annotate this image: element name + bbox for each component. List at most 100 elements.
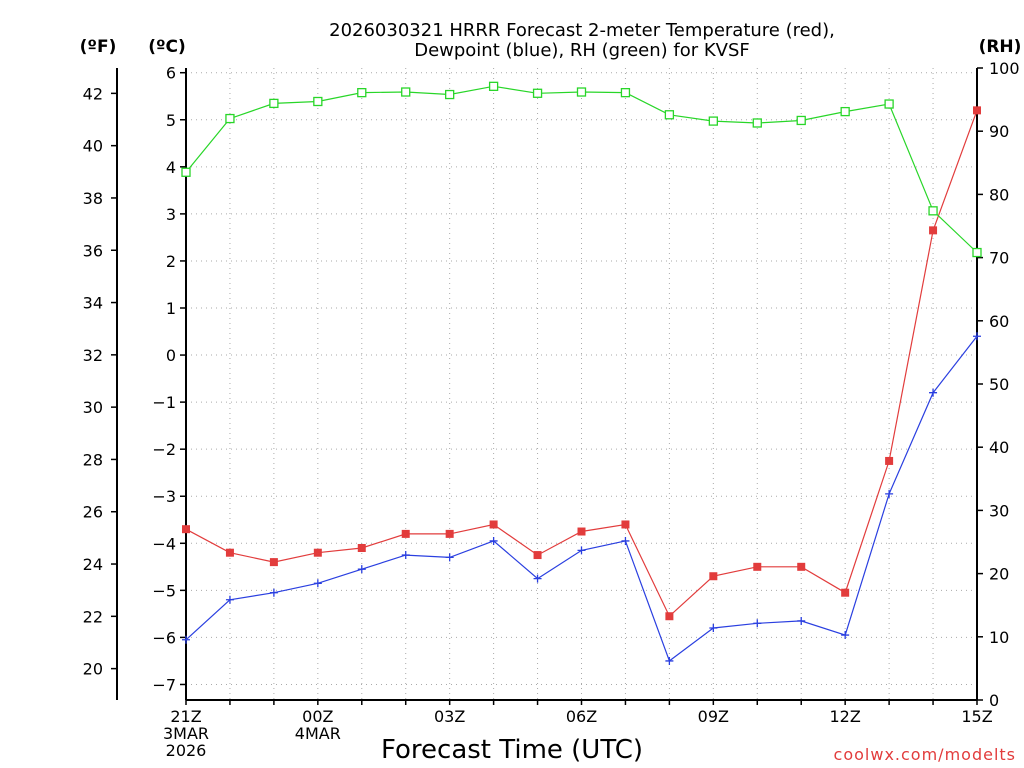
rh-point: [401, 87, 411, 97]
fahrenheit-tick-label: 42: [83, 84, 103, 103]
rh-point: [884, 99, 894, 109]
dewpoint-point: [885, 489, 894, 498]
rh-point: [796, 115, 806, 126]
dewpoint-point: [489, 536, 498, 545]
dewpoint-point: [973, 332, 981, 341]
x-tick-label: 2026: [166, 741, 207, 760]
dewpoint-point: [709, 624, 718, 632]
x-tick-label: 00Z: [302, 707, 333, 726]
dewpoint-point: [533, 574, 542, 583]
celsius-tick-label: −7: [152, 675, 176, 694]
celsius-tick-label: 6: [166, 64, 176, 83]
celsius-tick-label: −6: [152, 628, 176, 647]
temperature-point: [401, 529, 410, 538]
rh-point: [225, 113, 235, 124]
temperature-point: [665, 612, 674, 621]
chart-title-line2: Dewpoint (blue), RH (green) for KVSF: [414, 40, 750, 61]
fahrenheit-tick-label: 28: [83, 450, 103, 469]
rh-tick-label: 0: [989, 691, 999, 710]
fahrenheit-tick-label: 26: [83, 503, 103, 522]
celsius-tick-label: 5: [166, 111, 176, 130]
temperature-point: [929, 226, 938, 235]
rh-tick-label: 100: [989, 59, 1020, 78]
grid: [185, 68, 978, 700]
fahrenheit-tick-label: 32: [83, 346, 103, 365]
rh-tick-label: 60: [989, 312, 1009, 331]
dewpoint-point: [445, 553, 454, 562]
rh-tick-label: 20: [989, 565, 1009, 584]
axes: [111, 67, 983, 705]
dewpoint-point: [797, 616, 806, 625]
celsius-tick-label: −5: [152, 581, 176, 600]
rh-point: [357, 87, 367, 98]
x-tick-label: 21Z: [170, 707, 201, 726]
x-tick-label: 06Z: [566, 707, 597, 726]
temperature-point: [225, 548, 234, 557]
temperature-point: [489, 520, 498, 529]
rh-point: [928, 206, 938, 216]
celsius-tick-label: 1: [166, 299, 176, 318]
rh-point: [620, 87, 631, 98]
celsius-tick-label: −3: [152, 487, 176, 506]
dewpoint-point: [929, 388, 938, 397]
dewpoint-point: [182, 635, 190, 644]
x-tick-label: 09Z: [698, 707, 729, 726]
celsius-axis-label: (ºC): [148, 37, 186, 57]
rh-tick-label: 40: [989, 438, 1009, 457]
dewpoint-point: [269, 588, 278, 597]
rh-point: [269, 98, 279, 109]
rh-tick-label: 10: [989, 628, 1009, 647]
rh-tick-label: 30: [989, 501, 1009, 520]
rh-point: [708, 116, 718, 126]
rh-tick-label: 80: [989, 185, 1009, 204]
rh-point: [752, 118, 762, 128]
temperature-point: [269, 558, 278, 567]
data-series: [181, 81, 982, 665]
fahrenheit-tick-label: 34: [83, 294, 103, 313]
dewpoint-point: [401, 551, 410, 560]
fahrenheit-tick-label: 24: [83, 555, 103, 574]
dewpoint-point: [313, 579, 322, 588]
fahrenheit-tick-label: 36: [83, 241, 103, 260]
x-axis-label: Forecast Time (UTC): [381, 735, 643, 765]
temperature-point: [973, 106, 981, 115]
dewpoint-point: [577, 546, 586, 555]
dewpoint-point: [225, 595, 234, 604]
rh-point: [488, 81, 499, 91]
tick-labels: −7−6−5−4−3−2−101234562022242628303234363…: [83, 59, 1020, 760]
fahrenheit-tick-label: 38: [83, 189, 103, 208]
fahrenheit-tick-label: 30: [83, 398, 103, 417]
temperature-point: [313, 548, 322, 557]
dewpoint-point: [665, 656, 674, 665]
dewpoint-point: [841, 631, 850, 640]
temperature-point: [357, 544, 366, 552]
rh-tick-label: 70: [989, 249, 1009, 268]
x-tick-label: 3MAR: [163, 724, 209, 743]
rh-point: [664, 110, 675, 120]
source-credit: coolwx.com/modelts: [834, 745, 1016, 764]
rh-point: [576, 87, 587, 97]
celsius-tick-label: 2: [166, 252, 176, 271]
dewpoint-point: [621, 536, 630, 545]
temperature-point: [709, 572, 718, 581]
x-tick-label: 03Z: [434, 707, 465, 726]
dewpoint-point: [357, 565, 366, 574]
rh-tick-label: 50: [989, 375, 1009, 394]
celsius-tick-label: 3: [166, 205, 176, 224]
x-tick-label: 15Z: [961, 707, 992, 726]
fahrenheit-axis-label: (ºF): [80, 37, 117, 57]
rh-point: [532, 88, 543, 98]
celsius-tick-label: 4: [166, 158, 176, 177]
rh-axis-label: (RH): [979, 37, 1022, 57]
temperature-point: [577, 527, 586, 536]
temperature-point: [621, 520, 630, 529]
rh-point: [445, 89, 455, 100]
dewpoint-point: [753, 619, 762, 628]
temperature-point: [841, 588, 850, 597]
temperature-point: [533, 551, 542, 560]
rh-point: [972, 247, 982, 258]
temperature-point: [753, 562, 762, 571]
rh-point: [840, 106, 850, 117]
celsius-tick-label: −2: [152, 440, 176, 459]
